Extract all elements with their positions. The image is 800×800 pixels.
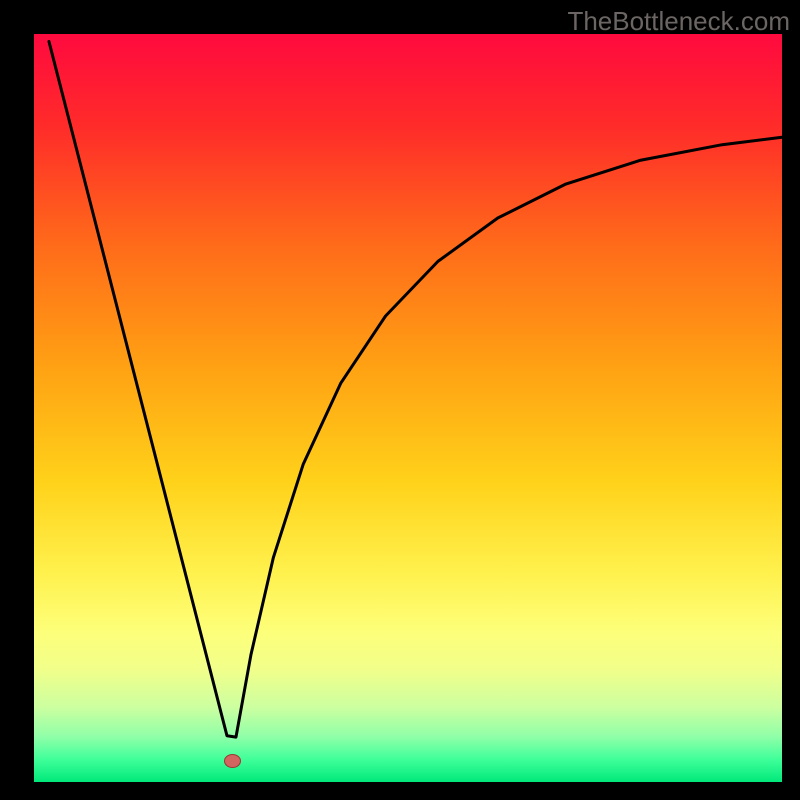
chart-frame: TheBottleneck.com xyxy=(0,0,800,800)
minimum-marker xyxy=(224,754,241,768)
watermark-text: TheBottleneck.com xyxy=(567,6,790,37)
bottleneck-curve xyxy=(0,0,800,800)
